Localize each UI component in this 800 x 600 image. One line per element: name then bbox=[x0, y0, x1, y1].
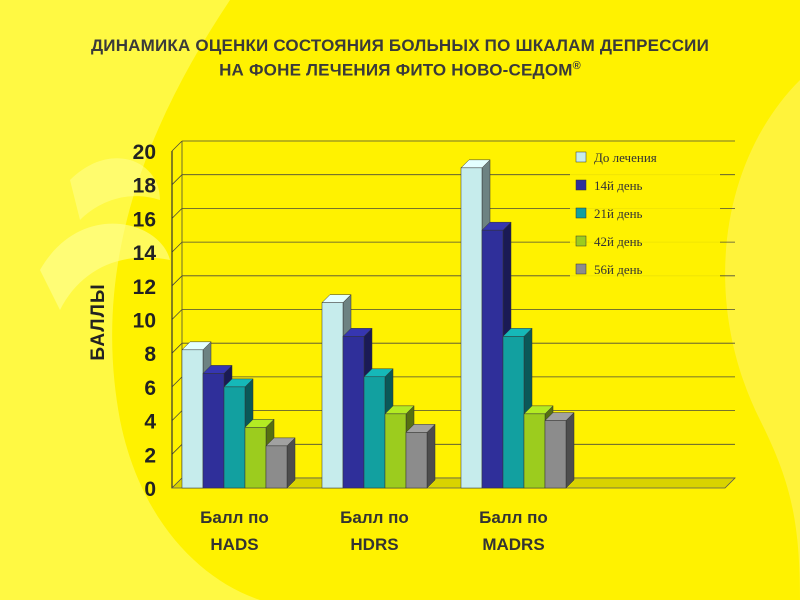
y-tick-label: 18 bbox=[133, 175, 157, 198]
background-wave bbox=[0, 0, 260, 600]
bar bbox=[363, 376, 386, 489]
y-tick-label: 16 bbox=[133, 208, 156, 231]
y-tick-label: 14 bbox=[133, 242, 157, 265]
bar-side bbox=[565, 411, 575, 489]
chart-title-line-1: ДИНАМИКА ОЦЕНКИ СОСТОЯНИЯ БОЛЬНЫХ ПО ШКА… bbox=[90, 36, 710, 55]
x-tick-label: MADRS bbox=[482, 535, 544, 554]
legend-label: 42й день bbox=[594, 234, 643, 249]
bar bbox=[460, 167, 483, 489]
bar bbox=[384, 413, 407, 489]
bar bbox=[202, 373, 225, 489]
bar bbox=[342, 336, 365, 489]
gridline-depth bbox=[171, 410, 183, 421]
bar-side bbox=[426, 423, 436, 489]
bar bbox=[405, 432, 428, 489]
gridline-depth bbox=[171, 174, 183, 185]
legend-swatch bbox=[575, 179, 587, 191]
bar bbox=[544, 420, 567, 489]
registered-mark: ® bbox=[572, 60, 581, 72]
x-tick-label: HADS bbox=[210, 535, 258, 554]
chart-title-line-2: НА ФОНЕ ЛЕЧЕНИЯ ФИТО НОВО-СЕДОМ® bbox=[0, 60, 800, 81]
bar-side bbox=[286, 437, 296, 489]
flower-petal-decor bbox=[40, 223, 170, 310]
bar bbox=[481, 229, 504, 489]
gridline-depth bbox=[171, 140, 183, 152]
bar bbox=[265, 445, 288, 489]
gridline-depth bbox=[171, 275, 183, 287]
y-tick-label: 2 bbox=[144, 444, 156, 467]
y-tick-label: 20 bbox=[133, 141, 156, 164]
bar bbox=[523, 413, 546, 489]
gridline-depth bbox=[171, 342, 183, 354]
gridline-depth bbox=[171, 444, 183, 455]
legend-label: 21й день bbox=[594, 206, 643, 221]
y-tick-label: 10 bbox=[133, 310, 156, 333]
legend-box bbox=[570, 146, 720, 284]
y-tick-label: 12 bbox=[133, 276, 156, 299]
bar bbox=[223, 386, 246, 489]
background-wave-right bbox=[725, 80, 800, 600]
gridline-depth bbox=[171, 241, 183, 253]
legend-label: 56й день bbox=[594, 262, 643, 277]
gridline-depth bbox=[171, 376, 183, 388]
y-tick-label: 6 bbox=[144, 377, 156, 400]
gridline-depth bbox=[171, 208, 183, 219]
gridline-depth bbox=[171, 309, 183, 320]
y-tick-label: 8 bbox=[144, 343, 156, 366]
legend-label: 14й день bbox=[594, 178, 643, 193]
flower-petal-decor-2 bbox=[70, 158, 160, 220]
chart-title-line-2-text: НА ФОНЕ ЛЕЧЕНИЯ ФИТО НОВО-СЕДОМ bbox=[219, 60, 573, 80]
y-tick-label: 0 bbox=[144, 478, 156, 501]
legend-label: До лечения bbox=[594, 150, 657, 165]
x-tick-label: HDRS bbox=[350, 535, 398, 554]
bar bbox=[321, 302, 344, 489]
bar bbox=[181, 349, 204, 489]
y-tick-label: 4 bbox=[144, 411, 156, 434]
bar bbox=[244, 427, 267, 489]
bar bbox=[502, 336, 525, 489]
legend-swatch bbox=[575, 263, 587, 275]
x-tick-label: Балл по bbox=[340, 508, 409, 527]
legend-swatch bbox=[575, 235, 587, 247]
legend-swatch bbox=[575, 151, 587, 163]
legend-swatch bbox=[575, 207, 587, 219]
x-tick-label: Балл по bbox=[200, 508, 269, 527]
x-tick-label: Балл по bbox=[479, 508, 548, 527]
y-axis-label: БАЛЛЫ bbox=[88, 283, 109, 360]
